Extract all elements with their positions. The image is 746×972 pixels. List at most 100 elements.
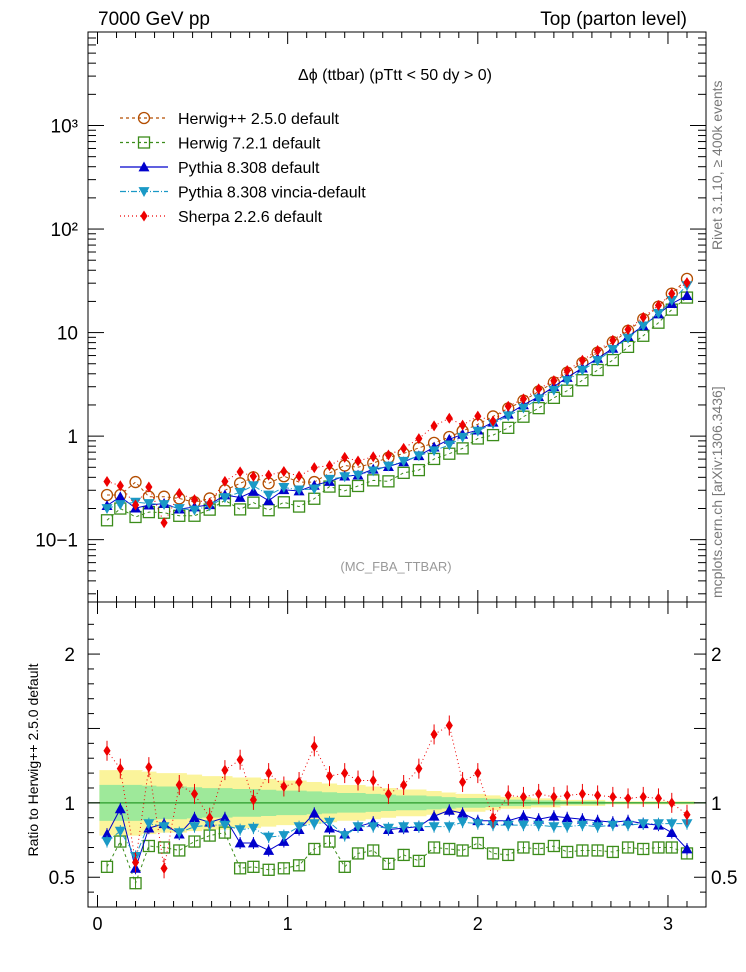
ratio-plot-series xyxy=(100,715,694,890)
ratio-point xyxy=(234,825,246,836)
data-point xyxy=(519,393,528,405)
ratio-point xyxy=(400,779,408,791)
data-point xyxy=(400,442,408,454)
ratio-point xyxy=(457,807,469,818)
data-point xyxy=(456,442,469,455)
series-2-main xyxy=(101,290,693,514)
ratio-point xyxy=(129,877,142,890)
analysis-tag: (MC_FBA_TTBAR) xyxy=(340,559,451,574)
ratio-tick-label: 0.5 xyxy=(49,868,75,889)
data-point xyxy=(277,496,291,509)
ratio-point xyxy=(533,820,545,831)
ratio-point xyxy=(398,822,410,833)
ratio-point xyxy=(665,841,678,854)
ratio-point xyxy=(263,844,275,855)
ratio-point xyxy=(100,860,114,873)
data-point xyxy=(367,466,379,477)
series-line xyxy=(106,297,688,521)
data-point xyxy=(280,466,288,478)
ratio-point xyxy=(277,862,291,875)
data-point xyxy=(578,354,586,366)
data-point xyxy=(114,500,126,510)
ratio-point xyxy=(621,841,635,854)
data-point xyxy=(310,462,318,474)
ratio-point xyxy=(561,812,573,823)
ratio-point xyxy=(219,820,231,831)
data-point xyxy=(607,344,619,355)
data-point xyxy=(412,463,426,477)
legend-label: Sherpa 2.2.6 default xyxy=(178,209,323,226)
tick-labels: 0 1 2 3 10−1 1 10 10² 10³ 0.5 0.5 1 1 2 2 xyxy=(35,117,737,934)
ratio-point xyxy=(474,767,482,779)
data-point xyxy=(249,470,258,482)
data-point xyxy=(247,496,260,509)
ratio-point xyxy=(576,844,589,857)
ratio-point xyxy=(606,845,619,859)
ratio-point xyxy=(459,776,467,788)
data-point xyxy=(576,365,588,376)
ratio-tick-label: 1 xyxy=(711,794,722,815)
ratio-point xyxy=(637,842,650,856)
data-point xyxy=(219,493,231,504)
data-point xyxy=(116,480,124,492)
ratio-point xyxy=(413,822,425,833)
data-point xyxy=(654,299,663,311)
data-point xyxy=(548,385,560,396)
ratio-point xyxy=(234,837,246,848)
legend-label: Pythia 8.308 default xyxy=(178,160,320,177)
ratio-point xyxy=(415,763,423,775)
data-point xyxy=(683,277,691,289)
data-point xyxy=(624,323,632,335)
ratio-point xyxy=(236,754,244,766)
data-point xyxy=(262,504,275,517)
ratio-point xyxy=(249,794,258,806)
ratio-plot-frame xyxy=(87,601,707,908)
data-point xyxy=(382,475,395,488)
ratio-point xyxy=(668,797,676,809)
ratio-point xyxy=(445,719,453,731)
ratio-point xyxy=(247,837,259,848)
data-point xyxy=(681,290,693,300)
ratio-point xyxy=(263,832,275,843)
ratio-point xyxy=(221,764,229,776)
ratio-point xyxy=(308,819,320,830)
ratio-point xyxy=(637,819,649,830)
ratio-point xyxy=(443,822,455,833)
ratio-point xyxy=(116,763,124,775)
ratio-point xyxy=(101,837,113,848)
ratio-point xyxy=(188,822,200,833)
data-point xyxy=(190,494,199,506)
data-point xyxy=(652,309,664,319)
data-point xyxy=(430,420,438,432)
legend-marker xyxy=(138,161,150,172)
ratio-point xyxy=(397,848,410,862)
data-point xyxy=(384,449,393,461)
ratio-point xyxy=(607,820,619,831)
ratio-point xyxy=(247,860,260,873)
legend-label: Herwig++ 2.5.0 default xyxy=(178,111,340,128)
ratio-point xyxy=(548,822,560,833)
ratio-point xyxy=(367,844,380,857)
ratio-point xyxy=(592,822,604,833)
ratio-point xyxy=(561,822,573,833)
data-point xyxy=(504,400,512,412)
data-point xyxy=(489,415,497,427)
ratio-line xyxy=(106,821,687,858)
ratio-point xyxy=(247,823,259,834)
ratio-point xyxy=(471,836,484,850)
ratio-point xyxy=(339,831,351,842)
data-point xyxy=(278,482,290,493)
ratio-point xyxy=(341,767,349,779)
ratio-point xyxy=(367,822,379,833)
ratio-point xyxy=(486,847,500,860)
data-point xyxy=(594,344,602,356)
data-point xyxy=(263,490,275,501)
data-point xyxy=(457,432,469,443)
ratio-point xyxy=(489,812,497,824)
data-point xyxy=(591,363,604,377)
ratio-ylabel: Ratio to Herwig++ 2.5.0 default xyxy=(25,663,41,856)
x-tick-label: 3 xyxy=(663,914,673,934)
legend-marker xyxy=(140,210,148,222)
ratio-point xyxy=(456,844,469,857)
